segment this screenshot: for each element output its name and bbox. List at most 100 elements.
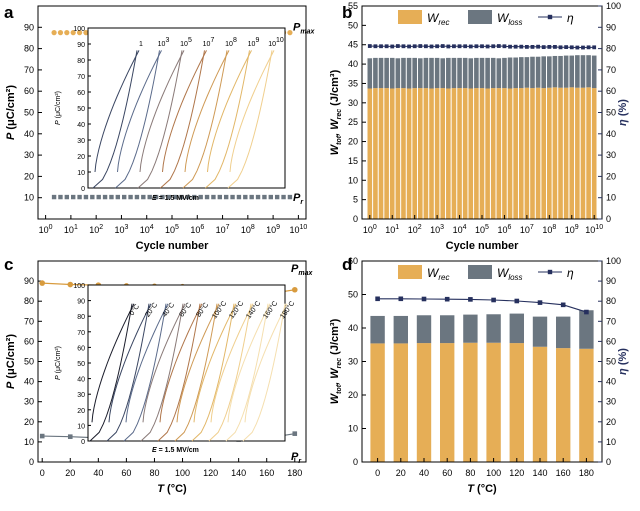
y2-label-var: η <box>617 119 629 126</box>
y-tick-label: 10 <box>348 424 358 434</box>
data-point-P_r <box>67 434 73 439</box>
legend-swatch <box>468 10 492 24</box>
eta-point <box>480 44 484 49</box>
data-point-P_r <box>249 194 254 200</box>
tick-base: 10 <box>585 225 595 235</box>
bar-W-loss <box>575 55 580 88</box>
inset-y-tick-label: 90 <box>77 42 85 49</box>
eta-point <box>457 44 462 49</box>
hysteresis-loop-upper <box>115 50 160 189</box>
bar-W-loss <box>393 315 408 344</box>
data-point-P_r <box>153 194 159 200</box>
data-point-P_r <box>255 194 261 200</box>
hysteresis-loop-lower <box>94 50 140 173</box>
eta-point <box>491 44 496 49</box>
inset-y-tick-label: 20 <box>77 154 85 161</box>
eta-line <box>377 298 587 313</box>
tick-exponent: 3 <box>165 37 169 44</box>
data-point-P_r <box>243 194 248 200</box>
bar-W-loss <box>569 55 575 88</box>
data-point-P_r <box>77 194 82 200</box>
panel-label: c <box>4 255 13 274</box>
bar-W-loss <box>485 57 490 89</box>
inset-y-var: P <box>55 375 62 380</box>
y-tick-label: 80 <box>24 44 34 54</box>
tick-base: 10 <box>266 225 276 235</box>
data-point-P_r <box>198 194 203 200</box>
loop-label: 1 <box>139 41 143 48</box>
legend-var: W <box>497 11 510 25</box>
data-point-P_r <box>121 194 127 200</box>
data-point-P_r <box>102 194 108 200</box>
tick-exponent: 2 <box>99 224 103 231</box>
y-tick-label: 40 <box>348 59 358 69</box>
tick-exponent: 0 <box>373 224 377 231</box>
data-point-P_r <box>268 194 273 200</box>
bar-W-rec <box>563 87 569 220</box>
bar-W-loss <box>502 57 507 89</box>
y2-axis-label: η (%) <box>617 99 629 126</box>
y-tick-label: 30 <box>348 98 358 108</box>
y-tick-label: 80 <box>24 296 34 306</box>
y2-tick-label: 100 <box>606 1 621 11</box>
eta-point <box>537 300 543 305</box>
inset-y-tick-label: 80 <box>77 314 85 321</box>
y2-tick-label: 60 <box>606 86 616 96</box>
data-point-P_max <box>64 30 70 36</box>
y-label-var: P <box>5 381 17 389</box>
y2-tick-label: 70 <box>606 65 616 75</box>
legend-sub: rec <box>438 18 449 27</box>
panel-label: a <box>4 3 14 22</box>
hysteresis-loop-upper <box>137 50 183 189</box>
x-tick-label: 103 <box>114 224 128 235</box>
legend-var: η <box>567 266 574 280</box>
bar-W-rec <box>395 88 401 219</box>
x-tick-label: 108 <box>241 224 255 235</box>
y-tick-label: 30 <box>24 397 34 407</box>
bar-W-rec <box>575 87 580 220</box>
bar-W-rec <box>423 88 429 219</box>
bar-W-rec <box>440 88 446 219</box>
data-point-P_max <box>39 280 46 286</box>
y-label-sub: tot <box>336 135 343 145</box>
inset-y-label: P (μC/cm²) <box>55 346 62 380</box>
y-label-sub: rec <box>336 109 343 120</box>
loop-label: 103 <box>158 37 170 48</box>
tick-exponent: 5 <box>175 224 179 231</box>
bar-W-rec <box>552 87 558 219</box>
bar-W-loss <box>440 58 446 89</box>
bar-W-loss <box>547 56 552 88</box>
y-tick-label: 70 <box>24 316 34 326</box>
eta-point <box>508 44 512 49</box>
y-tick-label: 30 <box>348 357 358 367</box>
bar-W-rec <box>586 87 591 219</box>
series-label-sub: max <box>298 270 313 277</box>
eta-point <box>421 296 427 302</box>
data-point-P_r <box>179 194 184 200</box>
eta-point <box>446 44 451 49</box>
y2-tick-label: 30 <box>606 397 616 407</box>
data-point-P_max <box>57 30 64 36</box>
legend-label: Wloss <box>497 266 523 282</box>
tick-exponent: 0 <box>49 224 53 231</box>
bar-W-loss <box>518 57 524 89</box>
tick-base: 10 <box>89 225 99 235</box>
inset-y-tick-label: 0 <box>81 186 85 193</box>
bar-W-rec <box>384 88 389 219</box>
y-axis-label: P (μC/cm²) <box>5 85 17 140</box>
legend-var: W <box>497 266 510 280</box>
y-label-unit: (μC/cm²) <box>5 334 17 382</box>
eta-point <box>390 44 395 49</box>
bar-W-rec <box>370 343 385 462</box>
inset-y-unit: (μC/cm²) <box>55 91 62 120</box>
series-label-var: P <box>291 263 299 275</box>
tick-exponent: 1 <box>395 224 399 231</box>
tick-base: 10 <box>565 225 575 235</box>
tick-base: 10 <box>520 225 530 235</box>
inset-y-tick-label: 20 <box>77 408 85 415</box>
inset-y-tick-label: 70 <box>77 330 85 337</box>
bar-W-rec <box>591 88 597 219</box>
panel-b: 0510152025303540455055010203040506070809… <box>329 1 629 252</box>
bar-W-loss <box>434 57 440 89</box>
